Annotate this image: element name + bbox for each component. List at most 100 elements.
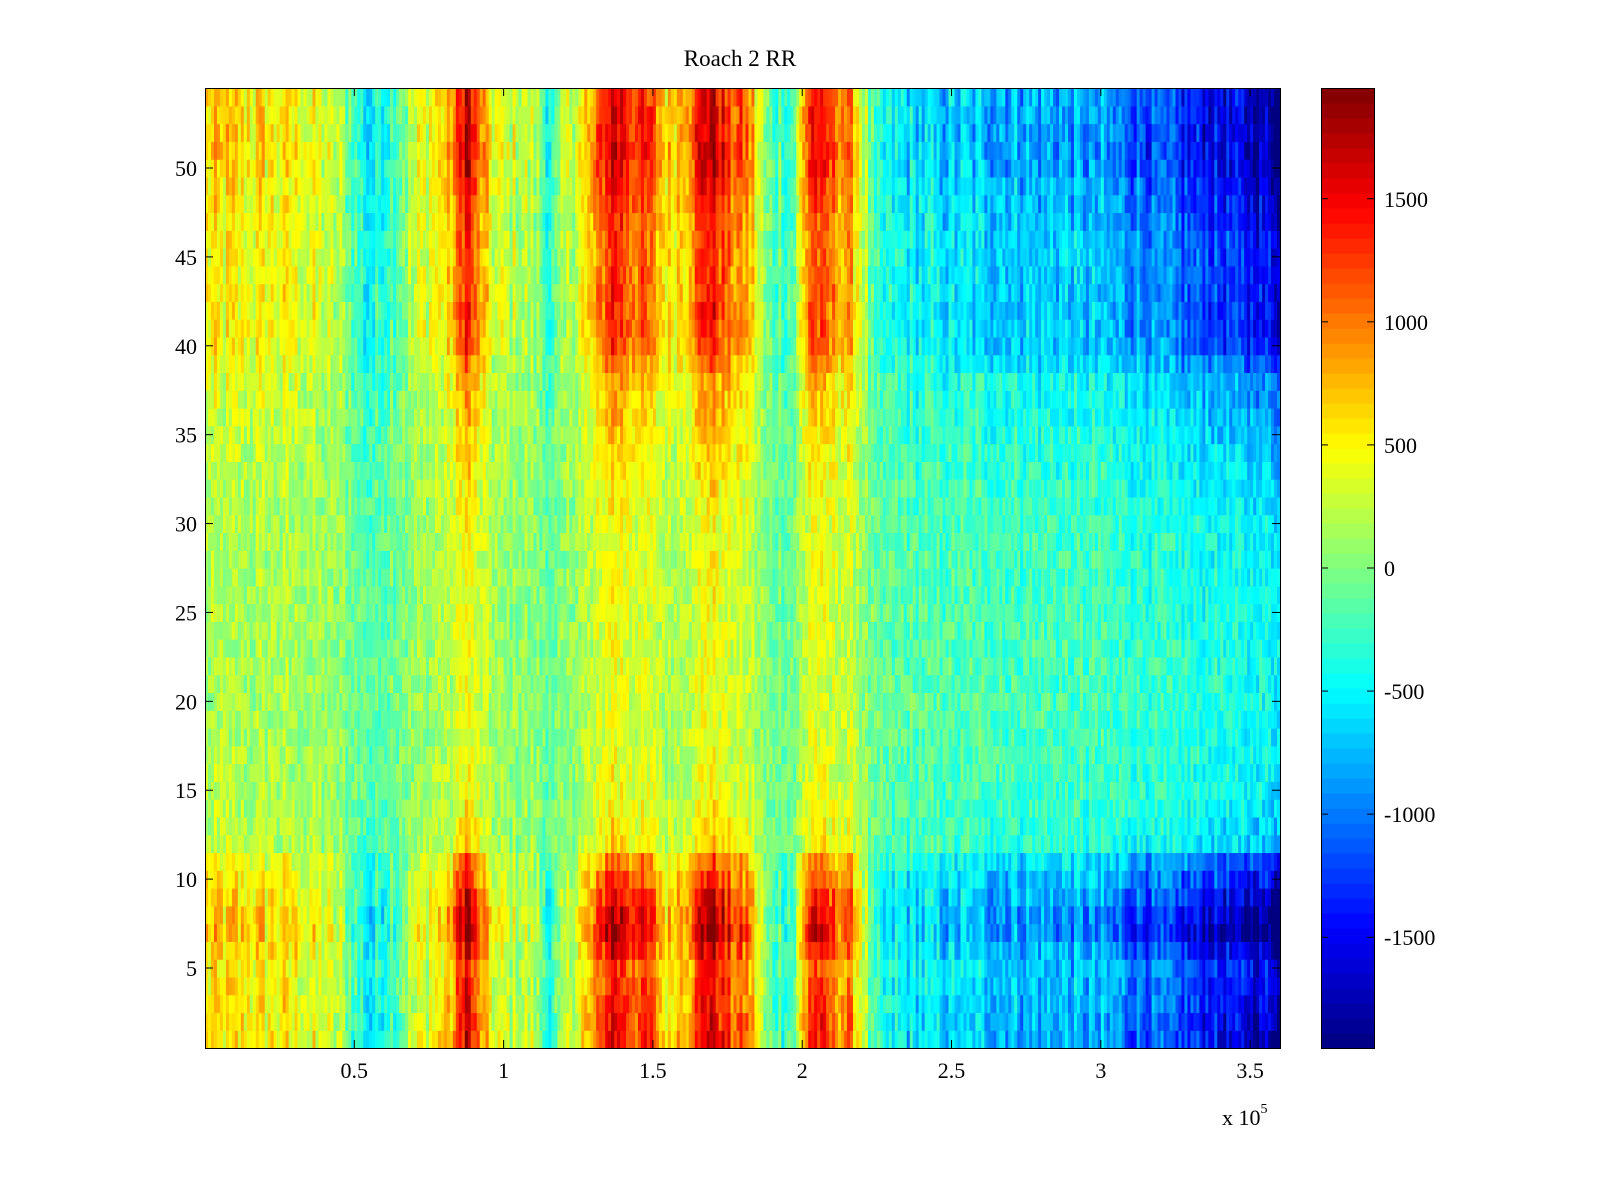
heatmap-cell [799,870,803,889]
heatmap-cell [876,959,881,978]
heatmap-cell [515,994,520,1014]
heatmap-cell [575,1012,579,1031]
heatmap-cell [960,816,965,836]
heatmap-cell [306,816,311,836]
heatmap-cell [593,1030,597,1049]
heatmap-cell [963,905,968,925]
heatmap-cell [936,816,941,836]
heatmap-cell [1047,905,1051,925]
heatmap-cell [491,1030,496,1049]
heatmap-cell [757,959,762,978]
heatmap-cell [933,834,938,854]
heatmap-cell [838,1030,842,1049]
heatmap-cell [984,959,988,978]
heatmap-cell [1139,959,1144,978]
heatmap-cell [587,994,591,1014]
heatmap-cell [1160,1012,1165,1031]
heatmap-cell [542,941,547,960]
heatmap-cell [733,852,738,871]
heatmap-cell [473,1012,478,1031]
heatmap-cell [524,799,529,818]
heatmap-cell [1229,959,1233,978]
heatmap-cell [667,941,672,960]
heatmap-cell [611,870,615,889]
heatmap-cell [470,816,475,836]
heatmap-cell [721,941,726,960]
heatmap-cell [712,994,717,1014]
heatmap-cell [422,1012,427,1031]
heatmap-cell [240,870,245,889]
heatmap-cell [673,816,678,836]
heatmap-cell [288,852,293,871]
heatmap-cell [291,834,296,854]
heatmap-cell [455,888,460,907]
heatmap-cell [551,852,555,871]
heatmap-cell [739,1012,744,1031]
heatmap-cell [1268,870,1272,889]
heatmap-cell [712,816,717,836]
heatmap-cell [829,888,833,907]
heatmap-cell [276,959,281,978]
heatmap-cell [858,976,863,996]
heatmap-cell [533,799,538,818]
heatmap-cell [360,994,364,1014]
heatmap-cell [1038,834,1042,854]
heatmap-cell [258,852,263,871]
heatmap-cell [303,976,308,996]
heatmap-cell [1035,888,1039,907]
heatmap-cell [530,959,535,978]
heatmap-cell [942,959,947,978]
heatmap-cell [1259,905,1263,925]
heatmap-cell [1205,816,1209,836]
heatmap-cell [930,923,935,942]
heatmap-cell [237,905,242,925]
heatmap-cell [1190,959,1195,978]
heatmap-cell [387,870,391,889]
heatmap-cell [620,976,624,996]
heatmap-cell [1181,994,1186,1014]
heatmap-cell [408,816,412,836]
heatmap-cell [237,959,242,978]
heatmap-cell [231,870,236,889]
heatmap-cell [402,905,406,925]
heatmap-cell [387,976,391,996]
heatmap-cell [276,905,281,925]
heatmap-cell [228,941,233,960]
heatmap-cell [1118,888,1123,907]
heatmap-cell [679,976,684,996]
heatmap-cell [611,1030,615,1049]
heatmap-cell [1145,923,1150,942]
heatmap-cell [736,941,741,960]
heatmap-cell [1160,834,1165,854]
heatmap-cell [336,834,340,854]
heatmap-cell [1169,852,1174,871]
heatmap-cell [213,959,218,978]
heatmap-cell [802,994,806,1014]
heatmap-cell [249,852,254,871]
heatmap-cell [966,941,971,960]
heatmap-cell [360,1030,364,1049]
heatmap-cell [255,870,260,889]
heatmap-cell [1053,816,1057,836]
heatmap-cell [1020,994,1024,1014]
heatmap-cell [303,799,308,818]
heatmap-cell [1082,888,1087,907]
heatmap-cell [1109,816,1114,836]
heatmap-cell [506,870,511,889]
heatmap-cell [458,923,463,942]
heatmap-cell [921,799,926,818]
heatmap-cell [267,870,272,889]
heatmap-cell [1244,834,1248,854]
heatmap-cell [811,852,815,871]
heatmap-cell [1059,852,1063,871]
heatmap-cell [673,834,678,854]
heatmap-cell [1106,905,1111,925]
heatmap-cell [369,816,373,836]
heatmap-cell [924,923,929,942]
heatmap-cell [464,976,469,996]
heatmap-cell [270,888,275,907]
heatmap-cell [297,1030,302,1049]
heatmap-cell [455,959,460,978]
heatmap-cell [852,816,857,836]
heatmap-cell [294,852,299,871]
